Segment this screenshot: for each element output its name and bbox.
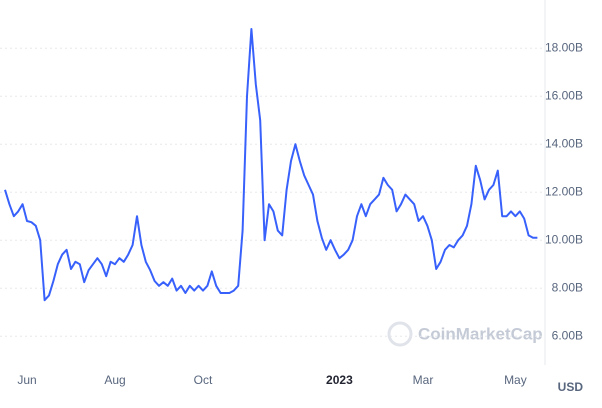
y-tick-label: 18.00B (545, 40, 583, 54)
y-tick-label: 14.00B (545, 136, 583, 150)
x-tick-label: Oct (194, 373, 213, 387)
watermark-logo (387, 321, 413, 347)
y-tick-label: 12.00B (545, 184, 583, 198)
watermark: CoinMarketCap (418, 324, 543, 343)
x-tick-label: May (504, 373, 527, 387)
x-tick-label: Aug (104, 373, 125, 387)
x-tick-label: 2023 (326, 373, 353, 387)
currency-label: USD (558, 380, 584, 394)
y-tick-label: 6.00B (552, 328, 583, 342)
y-tick-label: 10.00B (545, 232, 583, 246)
y-tick-label: 8.00B (552, 280, 583, 294)
x-tick-label: Mar (413, 373, 434, 387)
y-tick-label: 16.00B (545, 88, 583, 102)
x-tick-label: Jun (17, 373, 36, 387)
price-line (4, 28, 538, 302)
